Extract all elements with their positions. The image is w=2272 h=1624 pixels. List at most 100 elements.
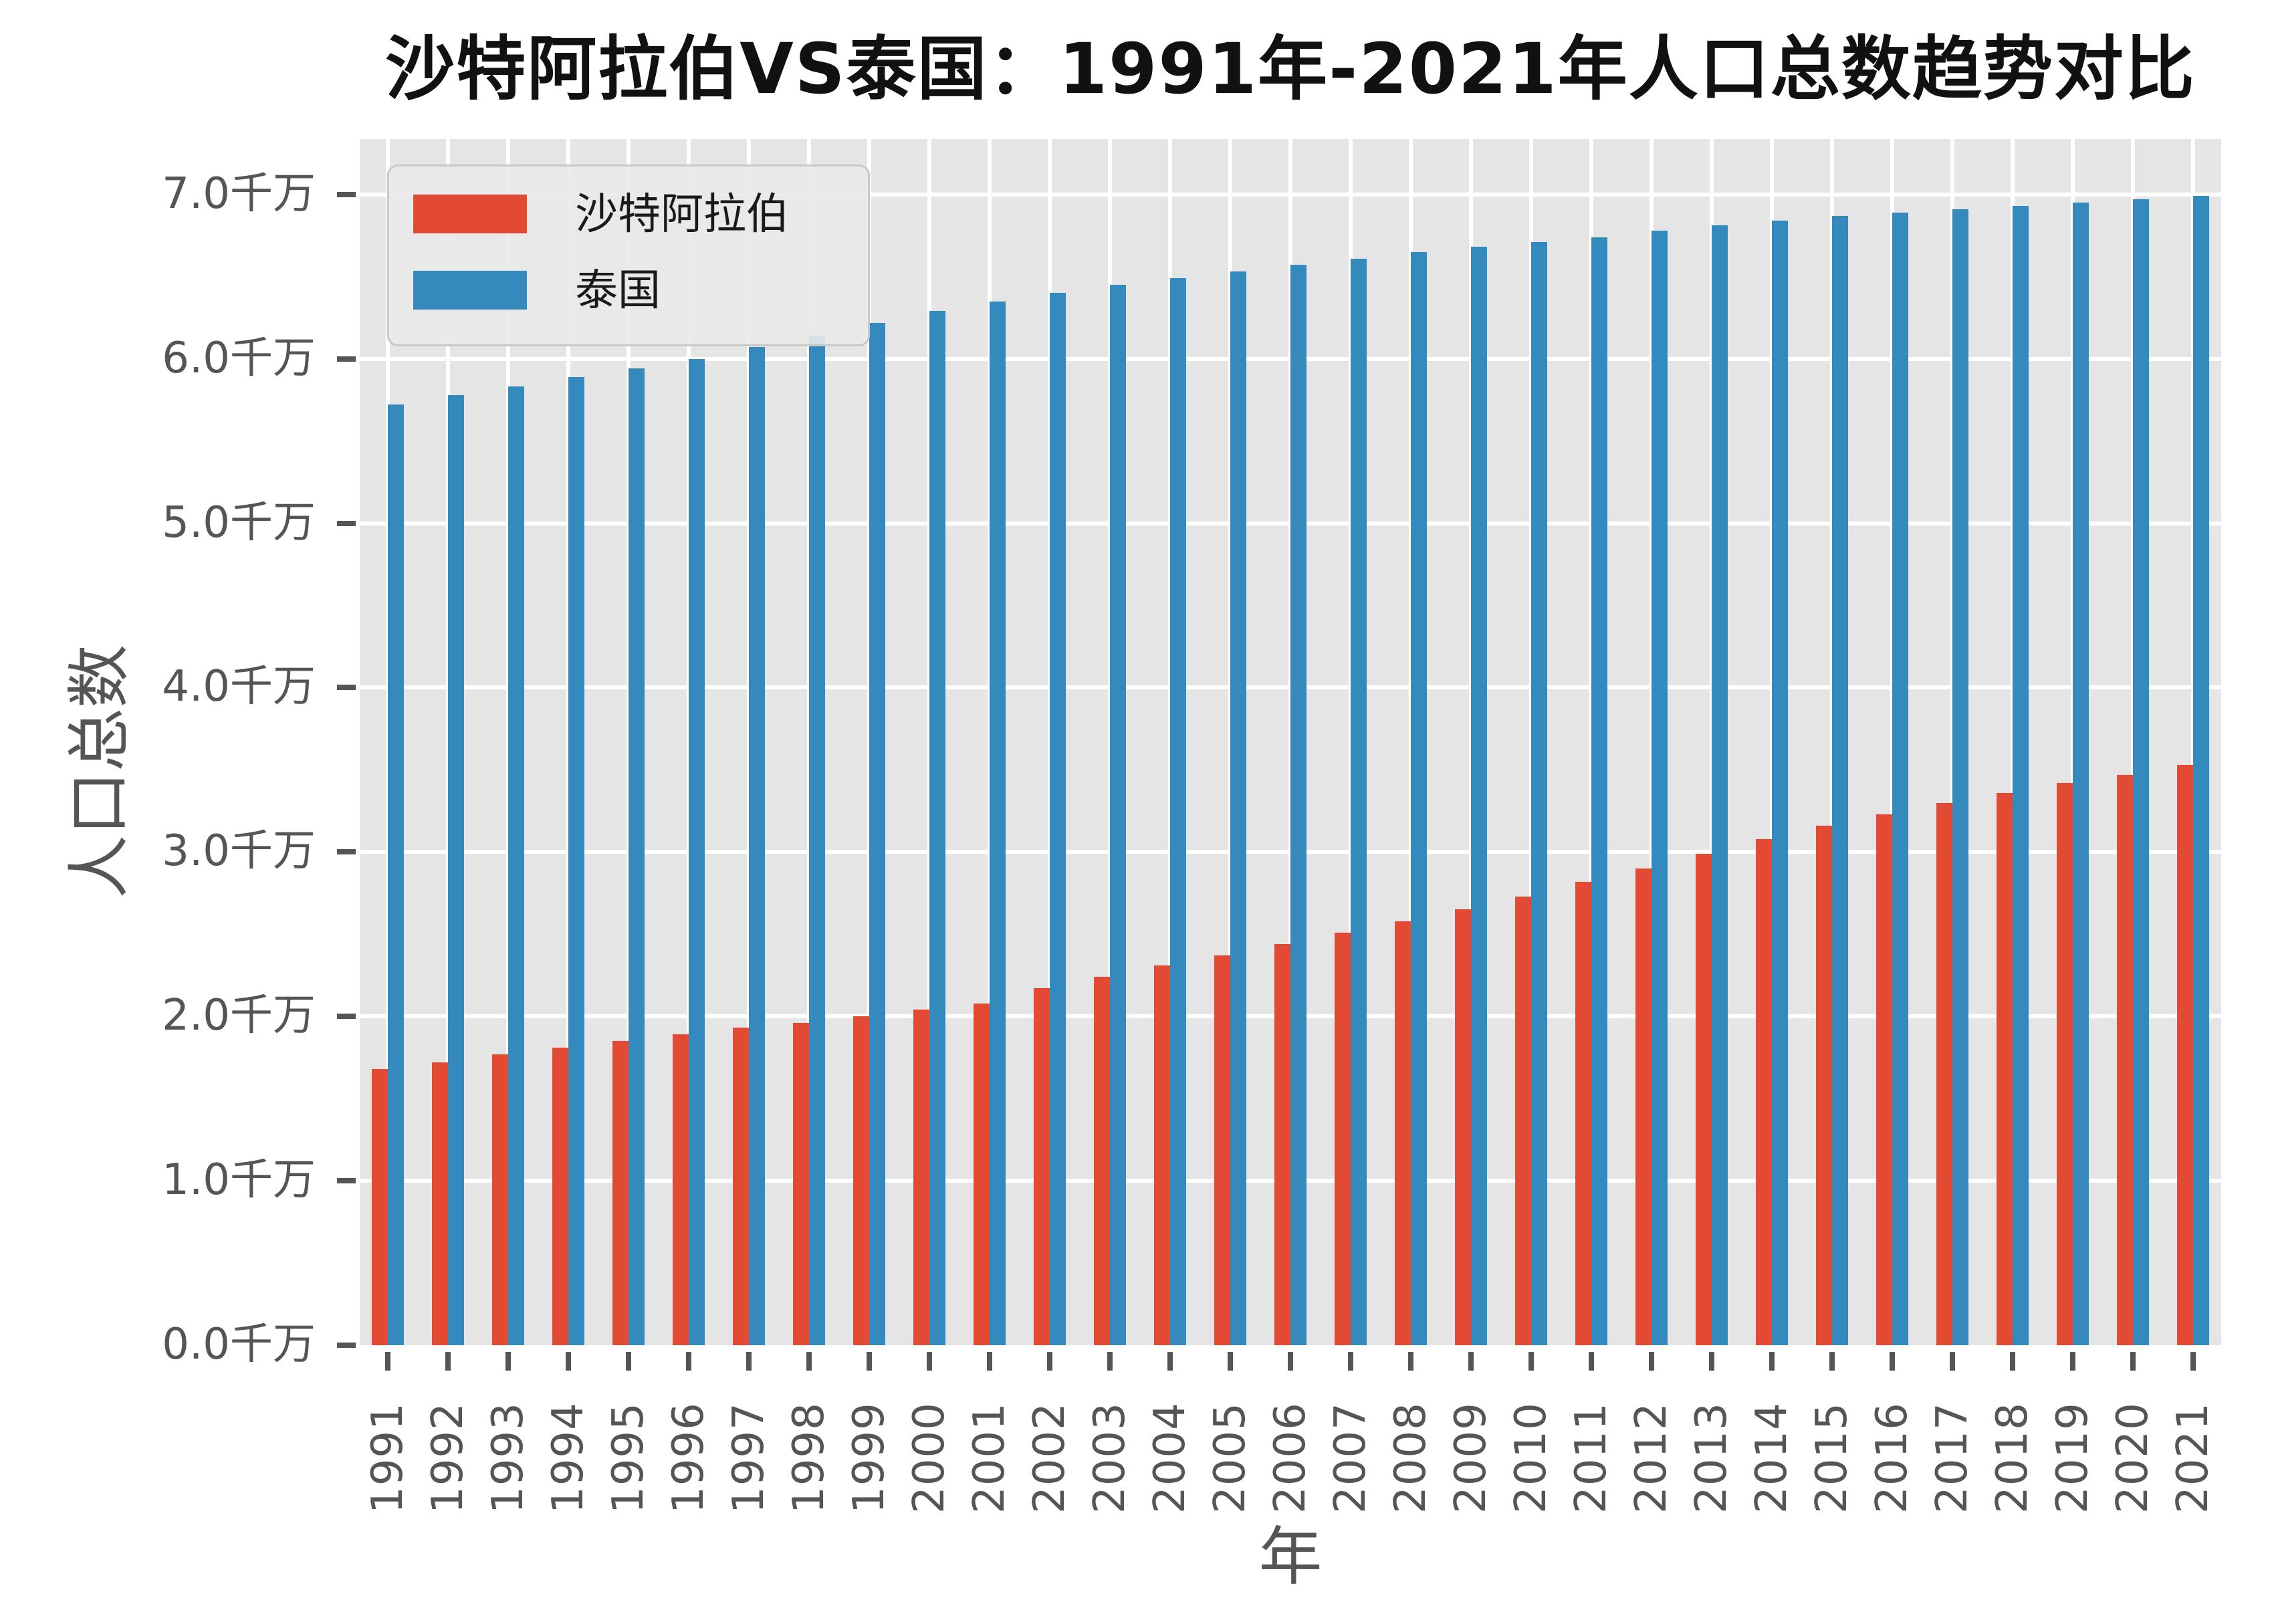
bar-saudi-2003 bbox=[1094, 977, 1110, 1345]
bar-saudi-1997 bbox=[733, 1028, 749, 1345]
x-tick-label-1991: 1991 bbox=[363, 1402, 413, 1514]
bar-saudi-2015 bbox=[1816, 826, 1832, 1345]
x-tick-label-1996: 1996 bbox=[664, 1402, 713, 1514]
bar-saudi-2000 bbox=[913, 1010, 929, 1345]
x-tick-mark-1992 bbox=[445, 1352, 451, 1371]
bar-saudi-1991 bbox=[372, 1069, 388, 1345]
x-axis-title: 年 bbox=[1258, 1520, 1323, 1594]
x-tick-mark-2016 bbox=[1890, 1352, 1895, 1371]
x-tick-label-2019: 2019 bbox=[2048, 1402, 2097, 1514]
bar-saudi-2019 bbox=[2057, 783, 2073, 1345]
plot-area: 沙特阿拉伯 泰国 bbox=[360, 139, 2221, 1345]
x-tick-label-2002: 2002 bbox=[1025, 1402, 1074, 1514]
bar-thailand-1998 bbox=[809, 336, 825, 1345]
bar-saudi-2016 bbox=[1876, 814, 1892, 1345]
bar-thailand-1992 bbox=[448, 395, 464, 1345]
bar-thailand-2017 bbox=[1952, 209, 1968, 1345]
x-tick-mark-2017 bbox=[1950, 1352, 1955, 1371]
x-tick-mark-2021 bbox=[2190, 1352, 2196, 1371]
bar-thailand-2003 bbox=[1110, 285, 1126, 1345]
bar-thailand-1996 bbox=[689, 359, 705, 1345]
x-tick-mark-1995 bbox=[626, 1352, 631, 1371]
y-tick-mark-6 bbox=[337, 356, 356, 362]
x-tick-mark-2013 bbox=[1709, 1352, 1714, 1371]
bar-thailand-2008 bbox=[1411, 252, 1427, 1345]
x-tick-label-1994: 1994 bbox=[544, 1402, 593, 1514]
bar-thailand-1994 bbox=[568, 377, 584, 1345]
x-tick-mark-2009 bbox=[1468, 1352, 1474, 1371]
bar-saudi-1998 bbox=[793, 1023, 809, 1345]
y-tick-label-0: 0.0千万 bbox=[162, 1320, 316, 1369]
x-tick-label-2006: 2006 bbox=[1266, 1402, 1315, 1514]
bar-saudi-2020 bbox=[2117, 775, 2133, 1345]
x-tick-label-2010: 2010 bbox=[1506, 1402, 1556, 1514]
legend: 沙特阿拉伯 泰国 bbox=[387, 164, 870, 346]
x-tick-label-2001: 2001 bbox=[965, 1402, 1014, 1514]
x-tick-mark-2000 bbox=[927, 1352, 932, 1371]
x-tick-label-2000: 2000 bbox=[905, 1402, 954, 1514]
x-tick-label-2005: 2005 bbox=[1206, 1402, 1255, 1514]
bar-saudi-1999 bbox=[853, 1016, 869, 1345]
bar-thailand-2014 bbox=[1772, 221, 1788, 1345]
bar-thailand-2013 bbox=[1712, 225, 1728, 1345]
bar-saudi-2001 bbox=[974, 1004, 990, 1345]
y-tick-label-6: 6.0千万 bbox=[162, 333, 316, 383]
bar-saudi-1996 bbox=[673, 1034, 689, 1345]
y-tick-mark-3 bbox=[337, 849, 356, 855]
x-tick-mark-1997 bbox=[746, 1352, 752, 1371]
x-tick-mark-2005 bbox=[1228, 1352, 1233, 1371]
bar-saudi-2021 bbox=[2177, 765, 2193, 1345]
x-tick-label-1998: 1998 bbox=[784, 1402, 834, 1514]
bar-thailand-1993 bbox=[508, 386, 524, 1345]
x-tick-mark-2012 bbox=[1649, 1352, 1654, 1371]
bar-saudi-2018 bbox=[1997, 793, 2013, 1345]
x-tick-mark-2018 bbox=[2010, 1352, 2015, 1371]
bar-thailand-1997 bbox=[749, 347, 765, 1345]
bar-thailand-2004 bbox=[1170, 278, 1186, 1345]
bar-thailand-2002 bbox=[1050, 293, 1066, 1345]
bar-saudi-2002 bbox=[1034, 988, 1050, 1345]
x-tick-mark-1998 bbox=[806, 1352, 812, 1371]
bar-thailand-2018 bbox=[2013, 206, 2029, 1345]
y-tick-mark-7 bbox=[337, 191, 356, 197]
bar-saudi-1995 bbox=[612, 1041, 629, 1345]
bar-saudi-2013 bbox=[1696, 854, 1712, 1345]
y-tick-label-2: 2.0千万 bbox=[162, 991, 316, 1041]
chart-title: 沙特阿拉伯VS泰国：1991年-2021年人口总数趋势对比 bbox=[385, 28, 2196, 110]
bar-thailand-1991 bbox=[388, 404, 404, 1345]
x-tick-mark-2008 bbox=[1408, 1352, 1413, 1371]
x-tick-mark-1991 bbox=[385, 1352, 390, 1371]
x-tick-mark-1994 bbox=[566, 1352, 571, 1371]
x-tick-label-2018: 2018 bbox=[1988, 1402, 2037, 1514]
x-tick-mark-2011 bbox=[1589, 1352, 1594, 1371]
x-tick-mark-2006 bbox=[1288, 1352, 1293, 1371]
y-tick-label-5: 5.0千万 bbox=[162, 497, 316, 548]
bar-saudi-1993 bbox=[492, 1054, 508, 1345]
x-tick-label-1992: 1992 bbox=[423, 1402, 473, 1514]
y-tick-label-7: 7.0千万 bbox=[162, 168, 316, 219]
bar-thailand-2010 bbox=[1531, 242, 1547, 1345]
x-tick-label-2004: 2004 bbox=[1145, 1402, 1195, 1514]
x-tick-mark-1996 bbox=[686, 1352, 691, 1371]
x-tick-mark-2002 bbox=[1047, 1352, 1052, 1371]
bar-saudi-2012 bbox=[1635, 868, 1652, 1345]
bar-thailand-1995 bbox=[629, 368, 645, 1345]
x-tick-label-2014: 2014 bbox=[1747, 1402, 1797, 1514]
bar-saudi-2004 bbox=[1154, 965, 1170, 1345]
x-tick-label-2013: 2013 bbox=[1687, 1402, 1736, 1514]
bar-thailand-2015 bbox=[1832, 216, 1848, 1345]
x-tick-mark-2010 bbox=[1528, 1352, 1534, 1371]
bar-saudi-1994 bbox=[552, 1048, 568, 1345]
bar-thailand-2000 bbox=[929, 311, 945, 1345]
x-tick-label-2012: 2012 bbox=[1627, 1402, 1676, 1514]
x-tick-label-2017: 2017 bbox=[1928, 1402, 1977, 1514]
bar-thailand-2021 bbox=[2193, 196, 2209, 1345]
bar-saudi-2017 bbox=[1936, 803, 1952, 1345]
x-tick-label-2020: 2020 bbox=[2108, 1402, 2158, 1514]
y-tick-mark-0 bbox=[337, 1343, 356, 1348]
x-tick-label-2021: 2021 bbox=[2168, 1402, 2218, 1514]
legend-swatch-saudi bbox=[413, 195, 527, 233]
bar-thailand-2016 bbox=[1892, 213, 1908, 1345]
bar-thailand-2006 bbox=[1290, 265, 1307, 1345]
